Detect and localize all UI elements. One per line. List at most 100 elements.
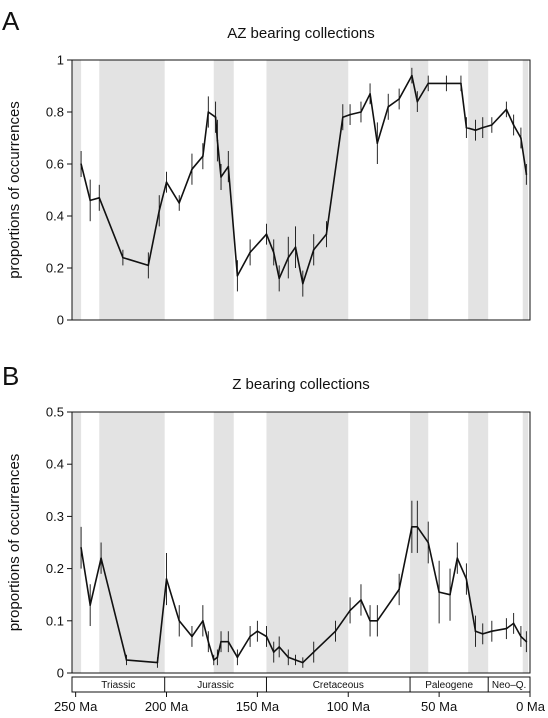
panel-a-data-point-37 <box>465 126 468 129</box>
panel-a-data-point-21 <box>294 246 297 248</box>
period-label-2: Cretaceous <box>313 680 364 691</box>
panel-b-data-point-16 <box>256 630 259 633</box>
panel-a-data-point-43 <box>520 137 522 139</box>
panel-b-data-point-9 <box>207 640 210 643</box>
panel-a-shaded-interval-5 <box>468 60 489 320</box>
panel-b-shaded-interval-2 <box>213 412 234 673</box>
panel-a-data-point-11 <box>214 116 217 118</box>
panel-a: A AZ bearing collections proportions of … <box>2 6 531 328</box>
panel-a-data-point-5 <box>158 210 161 212</box>
panel-b-data-point-4 <box>156 661 159 664</box>
x-tick-label-1: 200 Ma <box>145 699 189 714</box>
panel-a-data-point-1 <box>89 199 91 202</box>
panel-b-data-point-30 <box>411 526 413 528</box>
panel-a-y-tick-label-5: 1 <box>57 53 64 68</box>
panel-b-shaded-interval-4 <box>410 412 429 673</box>
panel-a-data-point-12 <box>216 139 219 142</box>
panel-a-data-point-4 <box>147 264 150 267</box>
panel-a-shaded-interval-2 <box>213 60 234 320</box>
period-label-1: Jurassic <box>197 680 234 691</box>
panel-a-data-point-17 <box>265 233 268 235</box>
panel-b-series-line <box>80 525 527 664</box>
panel-a-shaded-interval-0 <box>72 60 82 320</box>
panel-a-data-point-27 <box>360 111 362 113</box>
panel-b-data-point-0 <box>80 546 82 549</box>
panel-b-data-point-17 <box>265 635 268 638</box>
panel-a-data-point-32 <box>411 74 413 77</box>
panel-b-data-point-33 <box>438 591 440 593</box>
panel-a-data-point-41 <box>505 108 508 111</box>
panel-b-data-point-10 <box>212 659 215 661</box>
panel-b-data-point-34 <box>449 593 451 596</box>
panel-b-data-point-38 <box>481 633 484 635</box>
panel-a-data-point-14 <box>227 165 230 168</box>
x-tick-label-0: 250 Ma <box>54 699 98 714</box>
panel-b-y-tick-label-2: 0.2 <box>46 561 64 576</box>
panel-a-shaded-interval-4 <box>410 60 429 320</box>
panel-a-data-point-31 <box>398 98 400 100</box>
panel-b-data-point-14 <box>236 656 239 659</box>
panel-a-data-point-22 <box>302 282 304 285</box>
panel-b-data-point-25 <box>349 609 351 612</box>
panel-b-data-point-2 <box>100 557 102 559</box>
panel-a-data-point-8 <box>191 168 193 170</box>
panel-a-y-axis-label: proportions of occurrences <box>6 101 23 279</box>
panel-b-data-point-23 <box>312 651 315 653</box>
panel-b-data-point-12 <box>220 640 222 643</box>
geologic-timescale: Triassic Jurassic Cretaceous Paleogene Neo–Q… <box>71 676 531 693</box>
panel-b-data-point-15 <box>249 635 251 638</box>
panel-a-data-point-40 <box>491 124 493 126</box>
panel-a-data-point-34 <box>427 82 430 85</box>
panel-b-y-tick-label-5: 0.5 <box>46 405 64 420</box>
panel-b-data-point-22 <box>302 661 304 664</box>
panel-a-data-point-38 <box>474 129 477 131</box>
panel-a-data-point-33 <box>416 100 419 103</box>
panel-b-data-point-42 <box>520 635 522 638</box>
panel-b-data-point-20 <box>287 656 290 659</box>
panel-b-data-point-39 <box>491 630 493 633</box>
panel-b-data-point-36 <box>465 578 468 580</box>
panel-a-data-point-13 <box>220 176 222 178</box>
panel-b-shaded-interval-1 <box>99 412 165 673</box>
panel-b-data-point-31 <box>416 526 419 528</box>
panel-b-data-point-32 <box>427 541 430 544</box>
panel-a-data-point-10 <box>207 111 210 113</box>
panel-a-data-point-6 <box>165 181 168 183</box>
panel-b-data-point-40 <box>505 627 508 630</box>
panel-a-data-point-9 <box>202 155 204 157</box>
panel-a-data-point-36 <box>460 82 462 85</box>
panel-a-y-tick-label-2: 0.4 <box>46 209 64 224</box>
panel-b-data-point-19 <box>278 646 280 648</box>
panel-a-letter: A <box>2 6 20 36</box>
panel-a-data-point-24 <box>325 233 328 235</box>
panel-b-shaded-interval-6 <box>522 412 529 673</box>
panel-b-y-tick-label-1: 0.1 <box>46 613 64 628</box>
panel-b-data-point-7 <box>191 635 193 638</box>
panel-a-data-point-18 <box>272 251 275 254</box>
panel-b-data-point-35 <box>456 557 459 559</box>
panel-a-data-point-0 <box>80 163 82 165</box>
panel-b-data-point-26 <box>360 599 362 601</box>
panel-a-plot-frame <box>71 59 531 321</box>
panel-b-data-point-43 <box>525 640 528 643</box>
panel-a-y-tick-label-4: 0.8 <box>46 105 64 120</box>
panel-b-data-point-29 <box>398 588 400 591</box>
panel-b-data-point-13 <box>227 640 230 643</box>
panel-b-data-point-6 <box>178 620 181 622</box>
panel-b-y-tick-label-4: 0.4 <box>46 457 64 472</box>
panel-a-shaded-interval-6 <box>522 60 529 320</box>
panel-b-letter: B <box>2 361 19 391</box>
x-tick-label-4: 50 Ma <box>421 699 458 714</box>
panel-a-y-tick-label-3: 0.6 <box>46 157 64 172</box>
panel-b-plot-frame <box>71 411 531 674</box>
panel-b-data-point-8 <box>202 620 204 622</box>
panel-a-y-tick-label-0: 0 <box>57 313 64 328</box>
panel-a-data-point-15 <box>236 275 239 277</box>
panel-a-data-point-23 <box>312 249 315 251</box>
panel-a-data-point-25 <box>342 116 344 118</box>
panel-a-data-point-29 <box>376 142 379 144</box>
panel-b-shaded-interval-0 <box>72 412 82 673</box>
panel-b-data-point-27 <box>369 620 371 622</box>
panel-a-data-point-2 <box>98 197 101 199</box>
